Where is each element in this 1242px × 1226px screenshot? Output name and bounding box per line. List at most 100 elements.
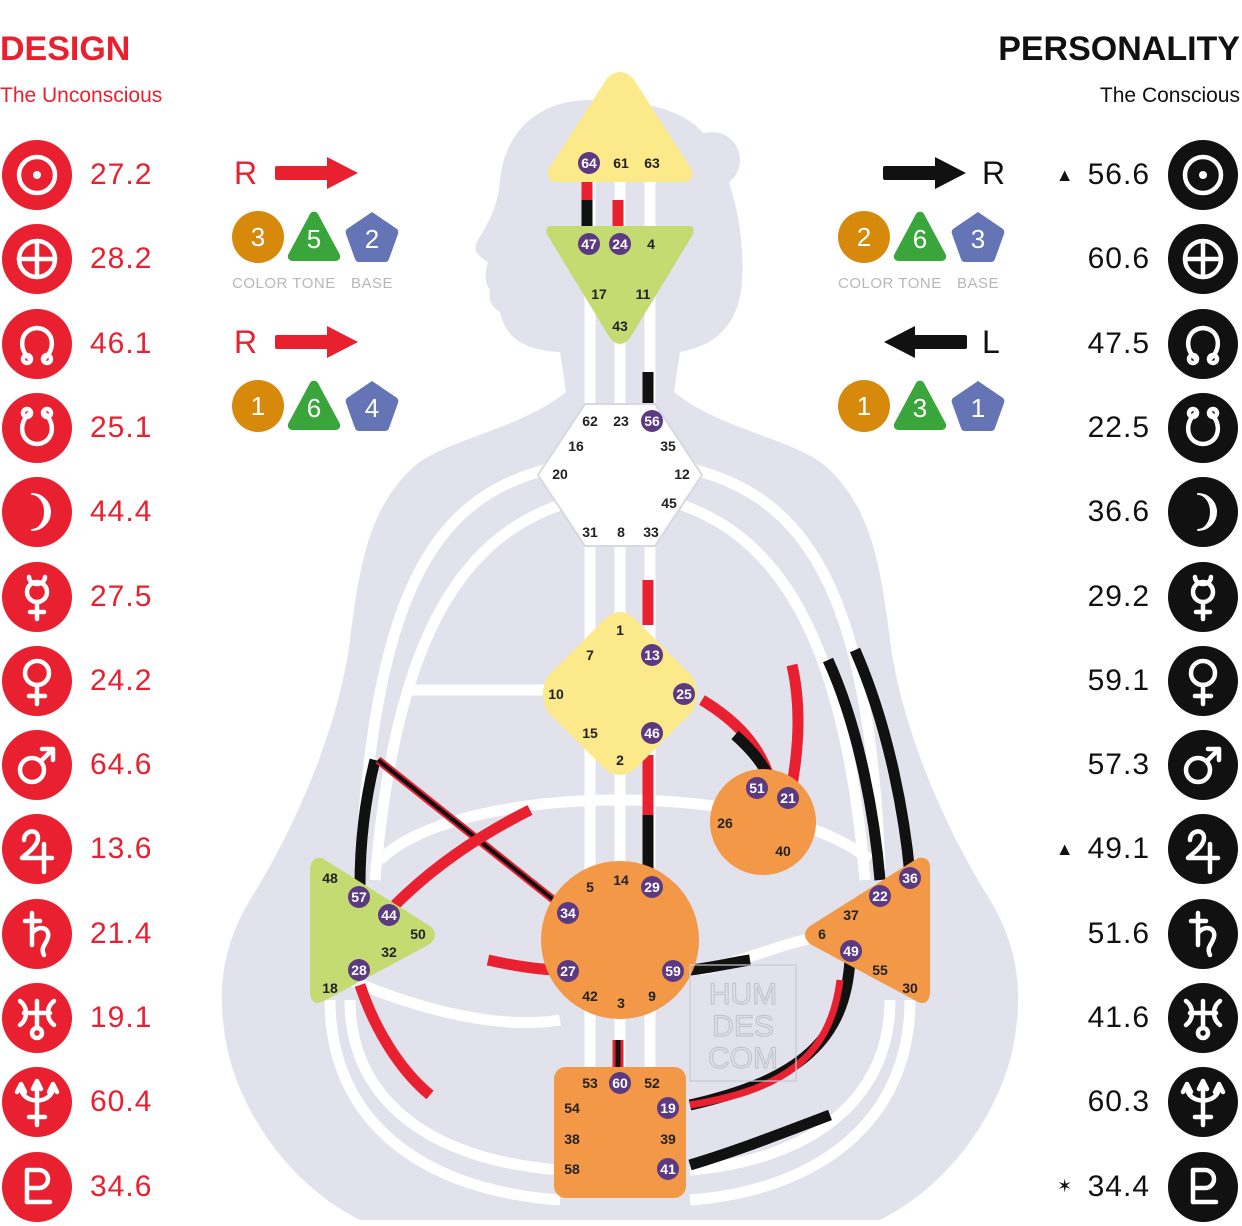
personality-tone-value: 3 xyxy=(913,393,927,423)
gate-62: 62 xyxy=(582,413,598,429)
moon-icon xyxy=(1168,477,1238,548)
personality-color-circle-icon: 2 xyxy=(838,211,890,263)
south-node-icon xyxy=(2,392,72,463)
gate-10: 10 xyxy=(548,686,564,702)
design-planet-value: 64.6 xyxy=(90,748,153,782)
design-planet-value: 19.1 xyxy=(90,1001,153,1034)
personality-subtitle: The Conscious xyxy=(1099,84,1240,107)
gate-64: 64 xyxy=(581,155,597,171)
heart-center: 51 21 26 40 xyxy=(710,769,816,875)
design-planet-row: 13.6 xyxy=(2,814,153,885)
design-planet-value: 34.6 xyxy=(90,1169,153,1203)
earth-icon xyxy=(2,224,72,295)
personality-color-value: 1 xyxy=(857,391,871,421)
gate-48: 48 xyxy=(322,870,338,886)
design-planet-value: 46.1 xyxy=(90,326,153,360)
gate-47: 47 xyxy=(581,236,597,252)
active-gate-marker xyxy=(869,885,891,907)
personality-tone-triangle-icon: 3 xyxy=(893,380,947,430)
uranus-icon xyxy=(2,983,72,1053)
gate-28: 28 xyxy=(351,962,367,978)
personality-planet-row: ✶ 34.4 xyxy=(1054,1151,1238,1222)
channel-lane xyxy=(369,499,562,881)
gate-40: 40 xyxy=(775,843,791,859)
personality-planet-value: 60.6 xyxy=(1087,242,1150,276)
channel-lane xyxy=(347,974,561,1029)
active-gate-marker xyxy=(657,1158,679,1180)
active-gate-marker xyxy=(348,886,370,908)
gate-57: 57 xyxy=(351,889,367,905)
personality-planet-row: ▲ 56.6 xyxy=(1054,140,1238,210)
personality-planet-value: 57.3 xyxy=(1087,748,1150,782)
head-center: 64 61 63 xyxy=(547,72,693,182)
gate-63: 63 xyxy=(644,155,660,171)
design-planet-value: 25.1 xyxy=(90,410,153,444)
design-planet-value: 60.4 xyxy=(90,1085,153,1119)
gate-43: 43 xyxy=(612,318,628,334)
design-color-value: 3 xyxy=(251,222,265,252)
gate-49: 49 xyxy=(843,943,859,959)
design-planet-value: 44.4 xyxy=(90,495,153,529)
personality-base-value: 1 xyxy=(971,393,985,423)
gate-35: 35 xyxy=(660,438,676,454)
saturn-icon xyxy=(1168,898,1238,969)
gate-50: 50 xyxy=(410,926,426,942)
design-arrow-letter: R xyxy=(234,324,258,360)
design-planet-value: 24.2 xyxy=(90,663,153,697)
saturn-icon xyxy=(2,898,72,969)
active-gate-marker xyxy=(348,959,370,981)
gate-45: 45 xyxy=(661,495,677,511)
channel-48-personality xyxy=(354,758,381,886)
watermark-text: DES xyxy=(712,1010,774,1043)
active-gate-marker xyxy=(746,777,768,799)
active-gate-marker xyxy=(557,960,579,982)
channel-41-30-personality xyxy=(688,1109,832,1171)
active-gate-marker xyxy=(840,940,862,962)
design-subtitle: The Unconscious xyxy=(0,84,163,107)
gate-31: 31 xyxy=(582,524,598,540)
hair-bun xyxy=(684,132,740,188)
gate-20: 20 xyxy=(552,466,568,482)
north-node-icon xyxy=(1168,308,1238,379)
design-base-pentagon-icon: 2 xyxy=(345,212,399,262)
personality-planet-value: 34.4 xyxy=(1087,1169,1150,1203)
personality-planet-row: 60.6 xyxy=(1054,224,1238,295)
active-gate-marker xyxy=(641,876,663,898)
gate-42: 42 xyxy=(582,988,598,1004)
gate-11: 11 xyxy=(636,286,651,302)
gate-33: 33 xyxy=(643,524,659,540)
design-planet-value: 13.6 xyxy=(90,832,153,866)
south-node-icon xyxy=(1168,392,1238,463)
personality-tone-value: 6 xyxy=(913,224,927,254)
g-center-center: 1 7 13 10 25 15 46 2 xyxy=(543,612,697,775)
personality-planet-row: 60.3 xyxy=(1054,1067,1238,1138)
pluto-icon xyxy=(1168,1151,1238,1222)
active-gate-marker xyxy=(673,683,695,705)
design-ctb-label-tone: TONE xyxy=(292,275,336,292)
solar-plexus-center: 36 22 37 6 49 55 30 xyxy=(805,857,930,1003)
gate-37: 37 xyxy=(843,907,859,923)
gate-34: 34 xyxy=(560,905,576,921)
venus-icon xyxy=(1168,645,1238,716)
active-gate-marker xyxy=(641,644,663,666)
gate-52: 52 xyxy=(644,1075,660,1091)
personality-planet-value: 60.3 xyxy=(1087,1085,1150,1119)
active-gate-marker xyxy=(378,904,400,926)
gate-4: 4 xyxy=(647,236,655,252)
channel-36-personality-2 xyxy=(849,647,916,876)
design-arrow-letter: R xyxy=(234,155,258,191)
personality-planet-value: 22.5 xyxy=(1087,410,1150,444)
gate-7: 7 xyxy=(586,647,594,663)
north-node-icon xyxy=(2,308,72,379)
design-planet-value: 28.2 xyxy=(90,242,153,276)
design-planet-row: 24.2 xyxy=(2,645,153,716)
active-gate-marker xyxy=(578,152,600,174)
gate-17: 17 xyxy=(591,286,607,302)
channel-44-26-design xyxy=(391,805,533,909)
gate-1: 1 xyxy=(616,622,624,638)
design-planet-row: 25.1 xyxy=(2,392,153,463)
personality-arrow-letter: L xyxy=(982,324,1000,360)
